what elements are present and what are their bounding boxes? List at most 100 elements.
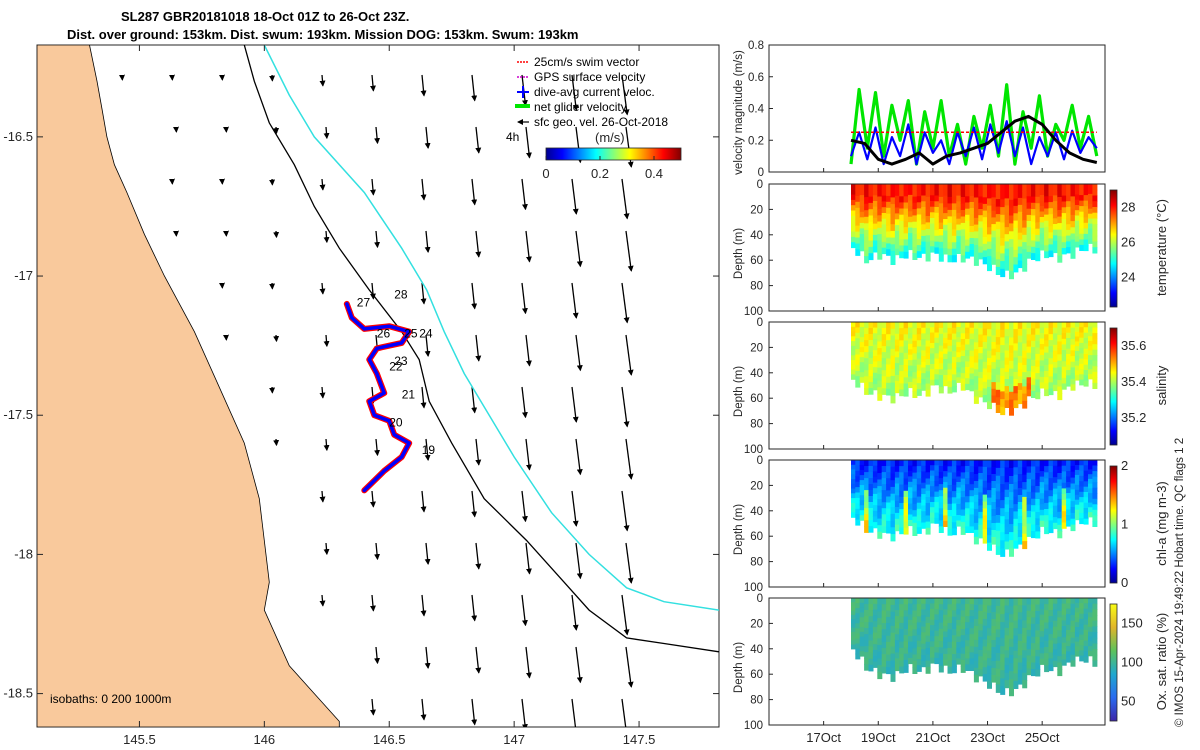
salinity-cell [943, 380, 949, 387]
salinity-cell [956, 372, 962, 378]
oxygen-cell [1044, 628, 1050, 636]
salinity-cell [1083, 338, 1089, 344]
salinity-colorbar-tick: 35.2 [1121, 410, 1146, 425]
salinity-cell [1017, 369, 1023, 377]
chla-cell [1083, 476, 1089, 482]
oxygen-cell [859, 651, 865, 657]
temperature-cell [859, 195, 865, 202]
temperature-cell [969, 238, 975, 245]
chla-cell [1013, 504, 1019, 512]
salinity-cell [881, 388, 887, 395]
chla-cell [1022, 496, 1028, 505]
chla-cell [960, 491, 966, 498]
temperature-cell [934, 218, 940, 225]
salinity-cell [916, 340, 922, 347]
temperature-cell [868, 196, 874, 204]
salinity-cell [1000, 322, 1006, 331]
oxygen-cell [881, 610, 887, 618]
temperature-cell [859, 228, 865, 235]
chla-cell [1026, 529, 1032, 537]
oxygen-cell [851, 623, 856, 629]
temperature-cell [1000, 261, 1006, 270]
temperature-cell [956, 189, 962, 197]
temperature-cell [943, 189, 949, 197]
salinity-cell [1079, 353, 1085, 360]
temperature-cell [1052, 212, 1058, 219]
temperature-cell [1079, 228, 1085, 235]
oxygen-cell [1092, 649, 1098, 656]
velocity-arrow [319, 490, 326, 503]
oxygen-cell [925, 648, 931, 655]
oxygen-cell [1052, 643, 1058, 650]
oxygen-cell [1044, 647, 1050, 654]
temperature-cell [982, 223, 988, 231]
temperature-cell [947, 248, 953, 256]
chla-cell [930, 470, 935, 477]
temperature-cell [951, 248, 957, 256]
chla-cell [965, 466, 971, 473]
temperature-cell [855, 195, 861, 203]
oxygen-cell [1022, 672, 1028, 681]
chla-cell [872, 499, 878, 506]
chla-cell [1074, 469, 1080, 476]
salinity-cell [921, 378, 927, 386]
oxygen-cell [899, 610, 905, 618]
oxygen-axes-frame [768, 597, 1106, 726]
chla-cell [995, 483, 1001, 493]
temperature-cell [899, 184, 905, 191]
salinity-cell [925, 334, 931, 342]
oxygen-cell [1009, 614, 1014, 623]
chla-cell [1004, 541, 1010, 550]
temperature-cell [1066, 229, 1072, 237]
oxygen-cell [947, 610, 953, 618]
oxygen-cell [1070, 620, 1076, 627]
oxygen-cell [1031, 662, 1036, 670]
oxygen-cell [1092, 609, 1098, 616]
oxygen-cell [960, 647, 966, 655]
salinity-cell [1083, 343, 1089, 350]
temperature-cell [1009, 262, 1014, 272]
chla-cell [995, 467, 1001, 477]
temperature-cell [1035, 209, 1041, 217]
oxygen-cell [973, 674, 979, 683]
oxygen-cell [1057, 604, 1063, 612]
chla-cell [956, 460, 962, 467]
oxygen-cell [1004, 665, 1010, 674]
oxygen-cell [877, 665, 883, 673]
chla-cell [1052, 517, 1058, 524]
temperature-cell [951, 209, 957, 217]
oxygen-cell [912, 654, 918, 662]
velocity-arrow [374, 646, 381, 665]
salinity-cell [921, 344, 927, 351]
oxygen-cell [1083, 651, 1089, 658]
temperature-cell [1017, 211, 1023, 220]
oxygen-cell [1057, 656, 1063, 664]
salinity-cell [982, 368, 988, 376]
chla-cell [1017, 523, 1023, 531]
temperature-cell [1017, 184, 1023, 192]
oxygen-cell [947, 635, 953, 643]
chla-cell [903, 509, 909, 517]
chla-cell [982, 473, 988, 482]
chla-cell [859, 490, 865, 496]
oxygen-cell [894, 628, 900, 635]
map-xtick-label: 147 [503, 732, 525, 747]
salinity-cell [912, 372, 918, 380]
temperature-cell [851, 242, 856, 249]
chla-cell [851, 502, 856, 509]
velocity-arrow [475, 334, 482, 362]
temperature-cell [1057, 190, 1063, 198]
temperature-cell [864, 197, 870, 205]
oxygen-cell [956, 636, 962, 643]
salinity-cell [877, 393, 883, 401]
temperature-cell [864, 236, 870, 244]
oxygen-cell [987, 598, 992, 607]
chla-cell [855, 470, 861, 477]
chla-cell [1000, 500, 1006, 509]
temperature-cell [872, 212, 878, 219]
oxygen-cell [1070, 632, 1076, 639]
oxygen-cell [1088, 636, 1093, 642]
temperature-cell [978, 240, 984, 247]
oxygen-cell [1017, 669, 1023, 678]
salinity-cell [886, 328, 892, 335]
